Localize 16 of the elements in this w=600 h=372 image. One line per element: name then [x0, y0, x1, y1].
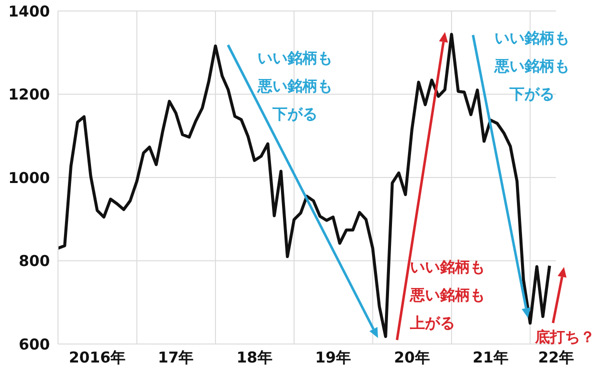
x-tick-label: 17年: [158, 348, 194, 367]
y-tick-label: 1400: [8, 2, 50, 20]
x-tick-label: 21年: [472, 348, 508, 367]
annotation: いい銘柄も悪い銘柄も上がる: [409, 258, 485, 332]
y-tick-label: 800: [18, 252, 50, 270]
x-tick-label: 20年: [394, 348, 430, 367]
annotation: 底打ち？: [534, 328, 595, 346]
y-tick-label: 1200: [8, 86, 50, 104]
y-tick-label: 600: [18, 335, 50, 354]
x-tick-label: 2016年: [68, 348, 126, 367]
y-tick-label: 1000: [8, 168, 50, 187]
x-tick-label: 22年: [538, 348, 574, 367]
x-tick-label: 19年: [315, 348, 351, 367]
annotation: いい銘柄も悪い銘柄も下がる: [256, 49, 332, 123]
annotation: いい銘柄も悪い銘柄も下がる: [494, 29, 570, 103]
x-tick-label: 18年: [236, 348, 272, 367]
